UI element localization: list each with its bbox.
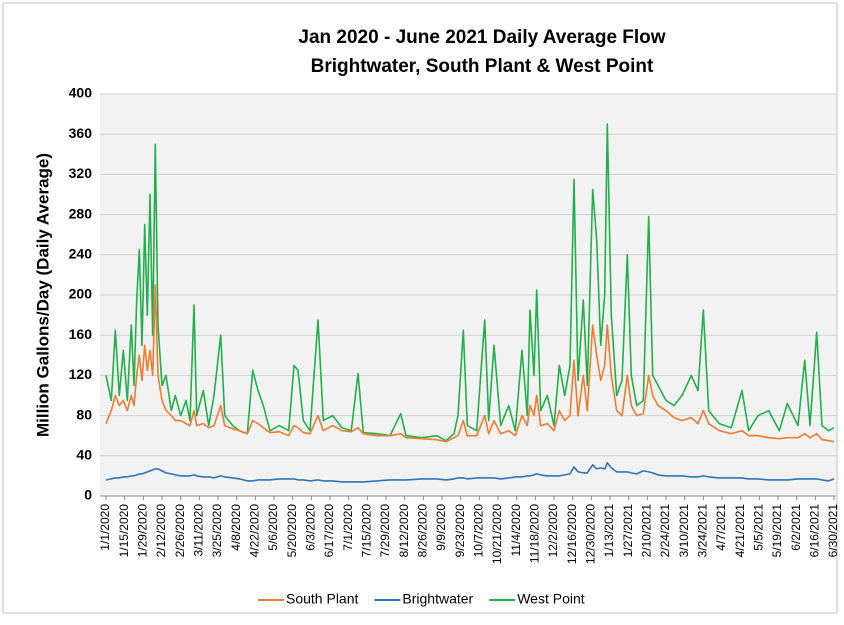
x-tick-label: 12/16/2020 [565, 504, 579, 564]
x-tick-label: 7/1/2020 [341, 504, 355, 551]
series-line [105, 462, 835, 483]
x-tick-label: 4/7/2021 [714, 504, 728, 551]
x-tick-label: 6/3/2020 [304, 504, 318, 551]
x-tick-label: 2/26/2020 [173, 504, 187, 558]
x-tick-label: 4/21/2021 [733, 504, 747, 558]
x-tick-label: 12/2/2020 [546, 504, 560, 558]
x-tick-label: 4/8/2020 [229, 504, 243, 551]
x-tick-label: 1/29/2020 [136, 504, 150, 558]
legend-label: Brightwater [402, 591, 473, 607]
x-tick-label: 1/1/2020 [98, 504, 112, 551]
x-tick-label: 9/23/2020 [453, 504, 467, 558]
x-tick-label: 1/27/2021 [621, 504, 635, 558]
x-tick-label: 3/24/2021 [696, 504, 710, 558]
x-tick-label: 10/21/2020 [490, 504, 504, 564]
x-tick-label: 8/26/2020 [416, 504, 430, 558]
chart-subtitle: Brightwater, South Plant & West Point [311, 56, 654, 77]
x-tick-label: 1/13/2021 [602, 504, 616, 558]
y-tick-label: 120 [69, 366, 93, 382]
y-tick-label: 360 [69, 125, 93, 141]
x-tick-label: 5/20/2020 [285, 504, 299, 558]
x-tick-label: 7/29/2020 [378, 504, 392, 558]
y-tick-label: 160 [69, 326, 93, 342]
y-tick-label: 80 [76, 406, 92, 422]
legend-label: South Plant [286, 591, 358, 607]
x-tick-label: 2/24/2021 [658, 504, 672, 558]
x-tick-label: 3/25/2020 [210, 504, 224, 558]
y-tick-label: 200 [69, 286, 93, 302]
y-tick-label: 280 [69, 205, 93, 221]
x-tick-label: 6/16/2021 [808, 504, 822, 558]
x-tick-label: 10/7/2020 [472, 504, 486, 558]
x-tick-label: 5/5/2021 [752, 504, 766, 551]
y-tick-label: 0 [84, 487, 92, 503]
x-tick-label: 1/15/2020 [117, 504, 131, 558]
y-tick-label: 400 [69, 85, 93, 101]
legend-label: West Point [517, 591, 585, 607]
x-tick-label: 12/30/2020 [584, 504, 598, 564]
x-tick-label: 5/19/2021 [770, 504, 784, 558]
y-tick-label: 240 [69, 246, 93, 262]
x-tick-label: 4/22/2020 [248, 504, 262, 558]
x-tick-label: 8/12/2020 [397, 504, 411, 558]
y-tick-label: 320 [69, 165, 93, 181]
x-tick-label: 2/10/2021 [640, 504, 654, 558]
x-tick-label: 3/10/2021 [677, 504, 691, 558]
x-tick-label: 9/9/2020 [434, 504, 448, 551]
x-tick-label: 11/18/2020 [528, 504, 542, 563]
x-tick-label: 2/12/2020 [154, 504, 168, 558]
x-tick-label: 11/4/2020 [509, 504, 523, 557]
x-tick-label: 5/6/2020 [266, 504, 280, 551]
x-tick-label: 7/15/2020 [360, 504, 374, 558]
series-line [105, 123, 835, 442]
x-tick-label: 6/2/2021 [789, 504, 803, 551]
series-line [105, 284, 835, 443]
y-tick-label: 40 [76, 447, 92, 463]
y-axis-label: Million Gallons/Day (Daily Average) [33, 153, 52, 437]
chart-title: Jan 2020 - June 2021 Daily Average Flow [298, 27, 665, 48]
x-tick-label: 3/11/2020 [192, 504, 206, 557]
x-tick-label: 6/17/2020 [322, 504, 336, 558]
x-tick-label: 6/30/2021 [826, 504, 840, 558]
